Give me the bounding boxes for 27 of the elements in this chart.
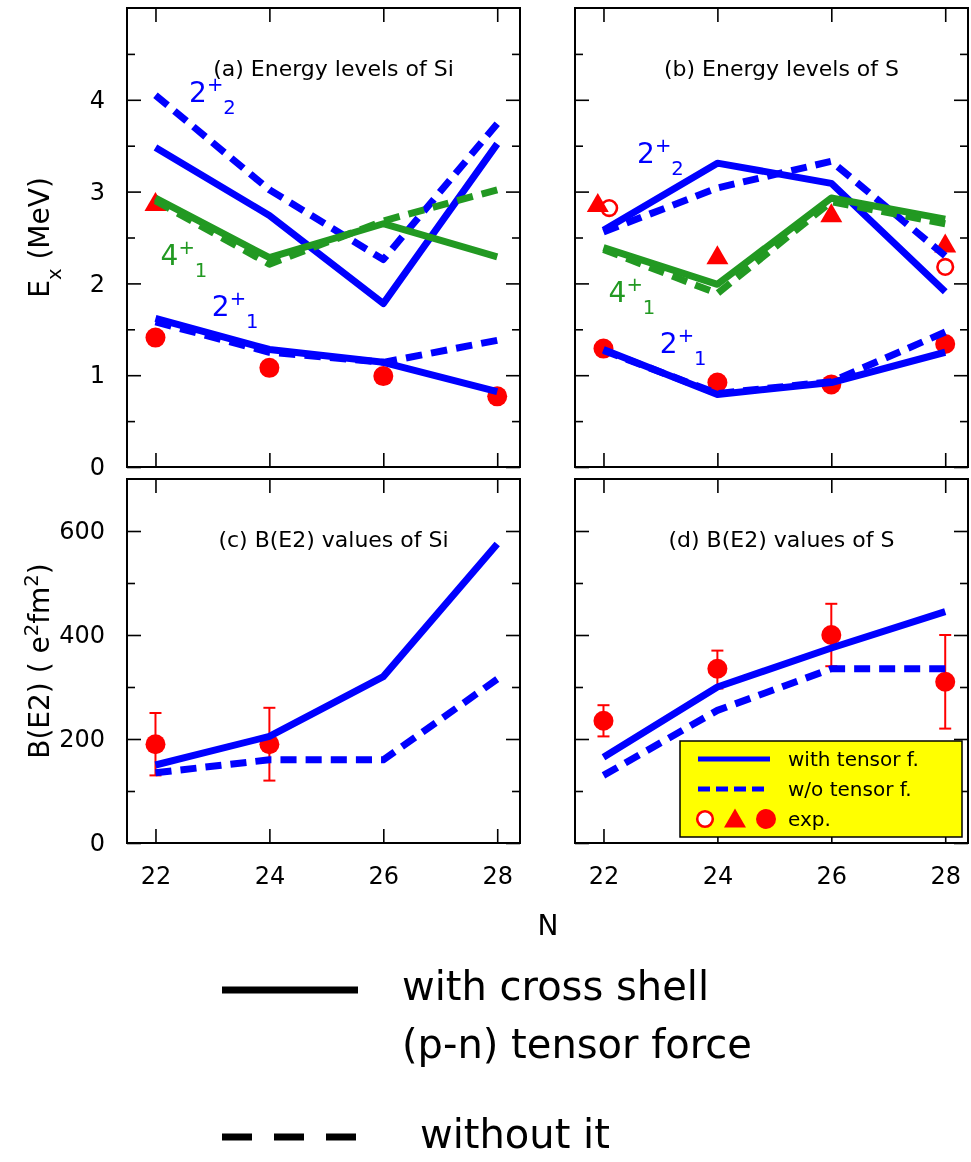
text: without it xyxy=(420,1111,610,1157)
y-tick-label: 4 xyxy=(89,85,105,114)
y-tick-label: 3 xyxy=(89,177,105,206)
y-tick-label: 0 xyxy=(89,453,105,482)
text: (b) Energy levels of S xyxy=(663,56,900,81)
y-tick-label: 1 xyxy=(89,361,105,390)
legend-label: exp. xyxy=(788,807,831,831)
x-tick-label: 22 xyxy=(588,862,620,891)
x-tick-label: 22 xyxy=(140,862,172,891)
text: (c) B(E2) values of Si xyxy=(218,527,449,552)
y-tick-label: 2 xyxy=(89,269,105,298)
x-tick-label: 24 xyxy=(702,862,734,891)
legend-label: with tensor f. xyxy=(788,747,919,771)
text: (d) B(E2) values of S xyxy=(668,527,895,552)
text: (p-n) tensor force xyxy=(402,1021,752,1067)
x-tick-label: 24 xyxy=(254,862,286,891)
y-tick-label: 600 xyxy=(59,517,105,546)
x-axis-title: N xyxy=(537,909,559,942)
y-tick-label: 200 xyxy=(59,725,105,754)
y-tick-label: 400 xyxy=(59,621,105,650)
x-tick-label: 28 xyxy=(482,862,513,891)
y-tick-label: 0 xyxy=(89,829,105,858)
x-tick-label: 28 xyxy=(930,862,961,891)
text: with cross shell xyxy=(402,963,710,1009)
legend-label: w/o tensor f. xyxy=(788,777,912,801)
x-tick-label: 26 xyxy=(816,862,848,891)
x-tick-label: 26 xyxy=(368,862,400,891)
